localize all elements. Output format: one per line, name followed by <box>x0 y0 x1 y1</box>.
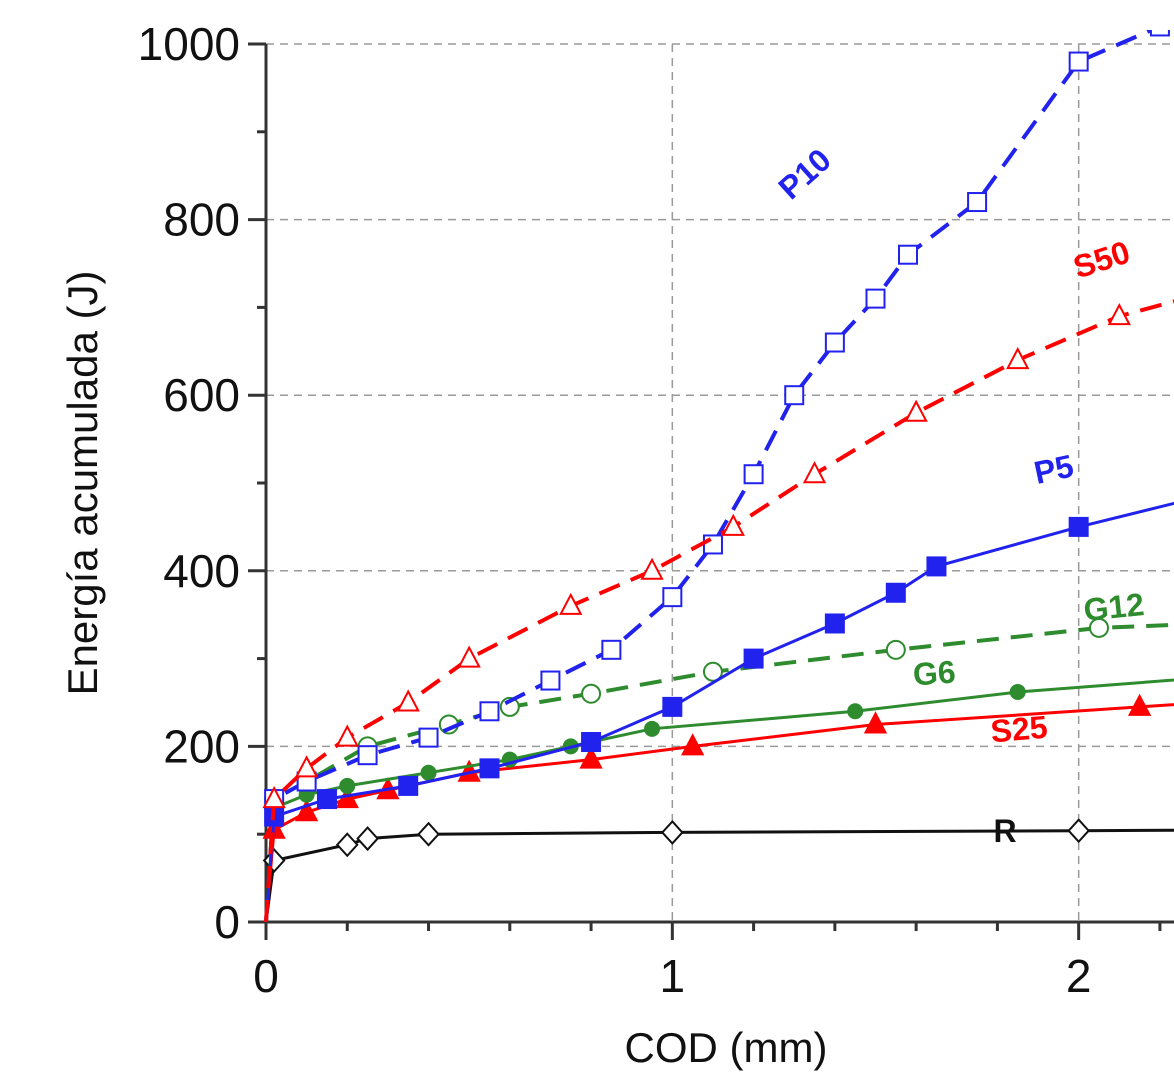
data-point <box>885 639 906 660</box>
data-point <box>335 832 359 858</box>
y-tick-label: 800 <box>163 194 240 246</box>
grid-lines <box>266 43 1174 922</box>
y-tick-label: 200 <box>163 720 240 772</box>
data-point <box>581 683 602 704</box>
data-point <box>294 755 319 778</box>
data-point <box>784 385 805 406</box>
x-tick-label: 2 <box>1066 950 1092 1002</box>
series-line <box>264 30 1157 923</box>
data-point <box>644 720 661 737</box>
data-point <box>1006 346 1030 370</box>
data-point <box>743 648 764 669</box>
data-point <box>904 399 928 422</box>
data-point <box>702 534 723 555</box>
series-g12 <box>264 617 1174 923</box>
series-label-g12: G12 <box>1082 586 1146 628</box>
series-line <box>264 622 1174 923</box>
data-point <box>479 701 500 722</box>
data-point <box>847 703 864 720</box>
data-point <box>863 711 888 734</box>
series-s50 <box>262 299 1174 923</box>
axes: 0 200 400 600 800 1000 0 1 2 <box>138 18 1174 1002</box>
data-point <box>262 785 286 809</box>
y-axis-title: Energía acumulada (J) <box>59 271 106 696</box>
data-point <box>559 592 583 615</box>
series-label-p10: P10 <box>771 141 837 206</box>
x-tick-label: 1 <box>660 950 686 1002</box>
series-p10 <box>264 30 1170 923</box>
data-point <box>398 775 419 796</box>
data-point <box>1009 683 1026 700</box>
data-point <box>865 288 886 309</box>
data-point <box>824 332 845 353</box>
data-point <box>721 513 745 536</box>
series-label-s25: S25 <box>989 709 1049 750</box>
data-point <box>316 789 337 810</box>
series-line <box>264 299 1174 923</box>
data-point <box>898 244 919 265</box>
data-point <box>294 799 319 822</box>
data-point <box>1149 30 1170 37</box>
data-point <box>824 613 845 634</box>
data-point <box>335 724 359 747</box>
data-point <box>680 733 705 756</box>
series-label-r: R <box>993 813 1016 849</box>
data-point <box>967 192 988 213</box>
series-label-p5: P5 <box>1031 448 1077 491</box>
data-point <box>1068 516 1089 537</box>
x-tick-label: 0 <box>253 950 279 1002</box>
data-point <box>540 670 561 691</box>
series-r <box>262 818 1174 923</box>
data-point <box>396 689 420 712</box>
data-point <box>339 777 356 794</box>
data-point <box>640 557 664 580</box>
y-tick-label: 400 <box>163 545 240 597</box>
data-point <box>662 696 683 717</box>
data-point <box>1127 693 1152 716</box>
data-point <box>702 661 723 682</box>
data-point <box>660 819 684 845</box>
data-point <box>1068 51 1089 72</box>
data-point <box>357 745 378 766</box>
data-point <box>479 758 500 779</box>
series-s25 <box>262 693 1174 923</box>
series-group <box>262 30 1174 923</box>
series-label-g6: G6 <box>912 654 957 693</box>
data-point <box>601 639 622 660</box>
data-point <box>579 746 603 769</box>
data-point <box>1107 303 1131 326</box>
data-point <box>662 587 683 608</box>
x-axis-title: COD (mm) <box>625 1024 828 1071</box>
data-point <box>1088 617 1109 638</box>
data-point <box>418 727 439 748</box>
data-point <box>356 826 379 852</box>
data-point <box>417 821 440 847</box>
data-point <box>420 764 437 781</box>
data-point <box>885 582 906 603</box>
series-line <box>264 828 1174 923</box>
y-tick-label: 1000 <box>138 18 240 70</box>
data-point <box>1067 818 1091 844</box>
data-point <box>457 645 481 668</box>
y-tick-label: 600 <box>163 369 240 421</box>
data-point <box>802 461 827 484</box>
data-point <box>581 732 602 753</box>
data-point <box>926 556 947 577</box>
data-point <box>743 464 764 485</box>
y-tick-label: 0 <box>214 896 240 948</box>
